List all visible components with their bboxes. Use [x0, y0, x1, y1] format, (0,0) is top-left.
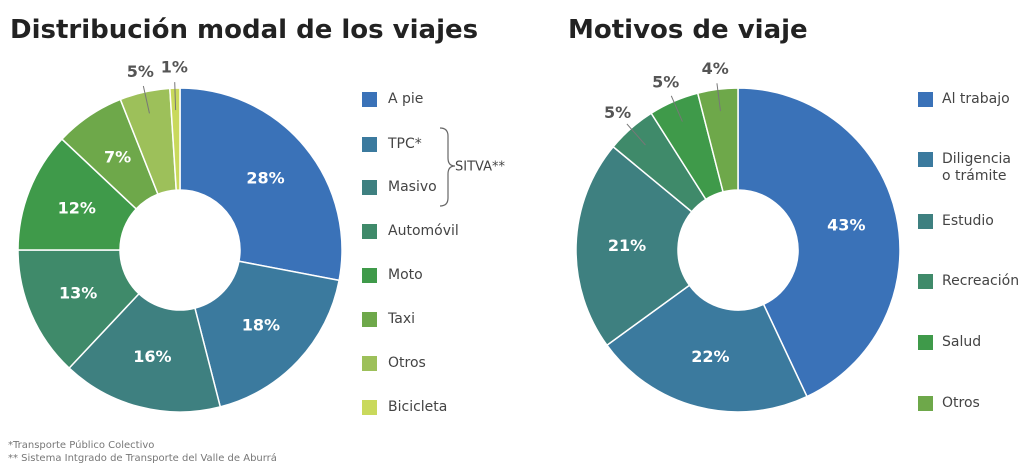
legend-label: A pie	[388, 91, 424, 107]
donut-slice	[68, 292, 222, 413]
legend-label: Bicicleta	[388, 399, 448, 415]
data-label: 1%	[161, 58, 188, 77]
legend-swatch	[918, 214, 933, 229]
donut-slice	[575, 145, 693, 347]
donut-slice	[169, 87, 181, 191]
legend-label: Salud	[942, 334, 982, 350]
legend-swatch	[362, 137, 377, 152]
legend-label: Taxi	[388, 311, 415, 327]
data-label: 21%	[608, 236, 646, 255]
legend-label: Al trabajo	[942, 91, 1010, 107]
legend-swatch	[362, 92, 377, 107]
chart-title: Distribución modal de los viajes	[10, 15, 478, 45]
legend-label: Diligencia o trámite	[942, 151, 1011, 184]
footnote: *Transporte Público Colectivo	[8, 440, 155, 451]
data-label: 18%	[242, 315, 280, 334]
data-label: 28%	[246, 169, 284, 188]
data-label: 4%	[702, 59, 729, 78]
legend-swatch	[362, 180, 377, 195]
legend-swatch	[918, 152, 933, 167]
data-label: 5%	[604, 103, 631, 122]
leader-line	[142, 85, 150, 114]
legend-swatch	[362, 400, 377, 415]
legend-label: Automóvil	[388, 223, 459, 239]
legend-swatch	[362, 356, 377, 371]
legend-swatch	[918, 92, 933, 107]
data-label: 5%	[652, 72, 679, 91]
donut-slice	[17, 249, 140, 370]
leader-line	[626, 123, 646, 146]
donut-slice	[179, 87, 343, 282]
legend-label: TPC*	[388, 136, 422, 152]
legend-swatch	[918, 396, 933, 411]
legend-group-label: SITVA**	[455, 160, 505, 175]
leader-line	[670, 95, 683, 122]
footnote: ** Sistema Intgrado de Transporte del Va…	[8, 453, 277, 464]
data-label: 16%	[133, 347, 171, 366]
donut-slice	[696, 87, 739, 193]
legend-label: Otros	[388, 355, 426, 371]
legend-swatch	[918, 274, 933, 289]
legend-label: Estudio	[942, 213, 994, 229]
data-label: 22%	[691, 347, 729, 366]
legend-label: Otros	[942, 395, 980, 411]
donut-slice	[194, 260, 341, 408]
chart-title: Motivos de viaje	[568, 15, 808, 45]
legend-label: Recreación	[942, 273, 1019, 289]
data-label: 13%	[59, 284, 97, 303]
data-label: 7%	[104, 148, 131, 167]
donut-slice	[737, 87, 901, 398]
legend-swatch	[362, 312, 377, 327]
legend-swatch	[918, 335, 933, 350]
donut-slice	[605, 284, 808, 413]
data-label: 12%	[58, 199, 96, 218]
leader-line	[174, 82, 177, 111]
legend-brace	[439, 127, 456, 207]
data-label: 5%	[127, 62, 154, 81]
legend-swatch	[362, 224, 377, 239]
legend-label: Moto	[388, 267, 423, 283]
legend-label: Masivo	[388, 179, 437, 195]
legend-swatch	[362, 268, 377, 283]
leader-line	[716, 83, 721, 112]
data-label: 43%	[827, 215, 865, 234]
